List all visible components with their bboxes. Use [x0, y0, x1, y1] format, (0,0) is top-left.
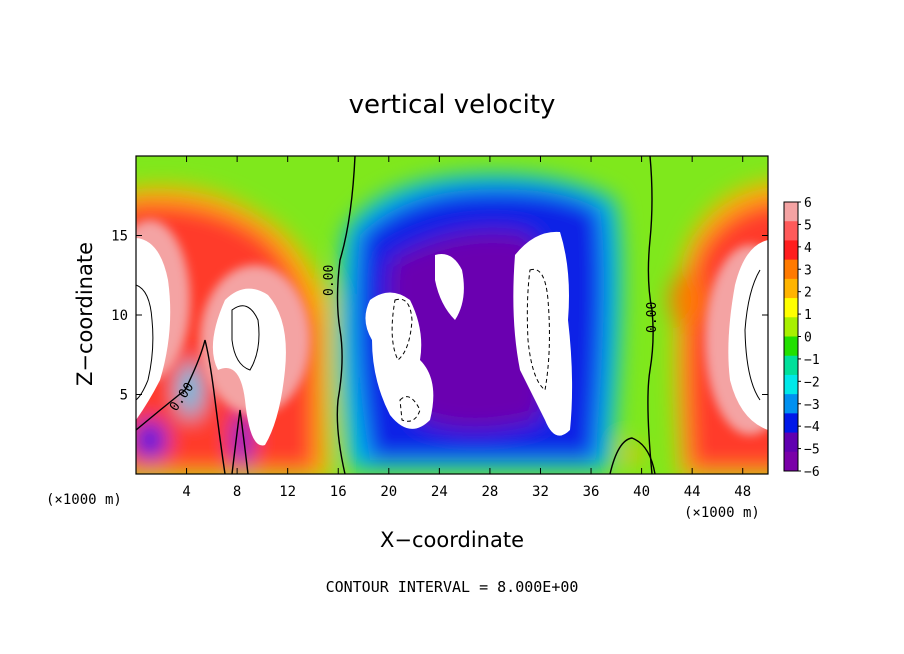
x-axis-label: X−coordinate [380, 528, 524, 552]
x-tick-label: 8 [233, 484, 241, 500]
colorbar-label: −4 [804, 420, 820, 435]
colorbar-swatch [784, 355, 798, 376]
colorbar-swatch [784, 374, 798, 395]
colorbar-label: 3 [804, 263, 812, 278]
x-tick-label: 4 [182, 484, 190, 500]
colorbar-label: 1 [804, 308, 812, 323]
y-axis-label: Z−coordinate [73, 242, 97, 386]
colorbar-label: 5 [804, 218, 812, 233]
colorbar-swatch [784, 298, 798, 318]
y-tick-label: 15 [111, 229, 128, 245]
contour-interval-note: CONTOUR INTERVAL = 8.000E+00 [326, 578, 579, 596]
colorbar: 6 5 4 3 2 1 0 −1 −2 −3 −4 −5 −6 [783, 196, 820, 480]
x-unit-label-left: (×1000 m) [46, 492, 122, 508]
contour-label-right: 0.00 [645, 302, 660, 333]
colorbar-swatch [784, 451, 798, 472]
x-unit-label-right: (×1000 m) [684, 505, 760, 521]
colorbar-label: −6 [804, 465, 820, 480]
colorbar-swatch [784, 432, 798, 453]
colorbar-label: 2 [804, 286, 812, 301]
x-tick-label: 32 [532, 484, 549, 500]
x-axis-ticks: 4 8 12 16 20 24 28 32 36 40 44 48 [182, 156, 751, 500]
chart-title: vertical velocity [349, 90, 556, 120]
colorbar-label: −5 [804, 443, 820, 458]
colorbar-swatch [784, 317, 798, 337]
x-tick-label: 44 [684, 484, 701, 500]
x-tick-label: 16 [330, 484, 347, 500]
x-tick-label: 20 [380, 484, 397, 500]
x-tick-label: 48 [734, 484, 751, 500]
colorbar-swatch [784, 413, 798, 434]
colorbar-label: −3 [804, 398, 820, 413]
y-tick-label: 10 [111, 308, 128, 324]
x-tick-label: 36 [583, 484, 600, 500]
colorbar-swatch [784, 202, 798, 222]
colorbar-label: −1 [804, 353, 820, 368]
colorbar-swatch [784, 336, 798, 357]
colorbar-label: 0 [804, 331, 812, 346]
colorbar-swatch [784, 259, 798, 280]
colorbar-label: −2 [804, 375, 820, 390]
x-tick-label: 28 [481, 484, 498, 500]
x-tick-label: 12 [279, 484, 296, 500]
y-axis-ticks: 5 10 15 [111, 229, 768, 404]
colorbar-swatch [784, 221, 798, 241]
heatmap-field [136, 156, 768, 474]
colorbar-swatch [784, 394, 798, 414]
colorbar-swatch [784, 240, 798, 261]
colorbar-swatch [784, 278, 798, 299]
colorbar-label: 4 [804, 241, 812, 256]
y-tick-label: 5 [120, 388, 128, 404]
contour-label-middle: 0.00 [322, 265, 337, 296]
x-tick-label: 24 [431, 484, 448, 500]
x-tick-label: 40 [633, 484, 650, 500]
colorbar-label: 6 [804, 196, 812, 211]
